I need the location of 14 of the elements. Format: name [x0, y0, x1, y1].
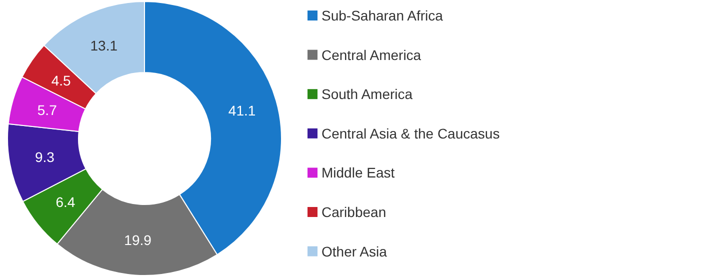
- legend-label: South America: [322, 86, 413, 102]
- data-label: 19.9: [124, 232, 152, 248]
- data-label: 6.4: [56, 194, 76, 210]
- data-label: 9.3: [35, 149, 55, 166]
- data-label: 13.1: [90, 37, 118, 54]
- data-label: 41.1: [228, 102, 256, 118]
- data-label: 4.5: [51, 72, 72, 89]
- legend-label: Caribbean: [322, 204, 386, 220]
- legend-label: Sub-Saharan Africa: [322, 8, 444, 24]
- legend-label: Central Asia & the Caucasus: [322, 125, 500, 142]
- legend-label: Middle East: [322, 164, 395, 181]
- legend-label: Central America: [322, 46, 422, 63]
- data-label: 5.7: [37, 102, 58, 118]
- legend-label: Other Asia: [322, 243, 388, 260]
